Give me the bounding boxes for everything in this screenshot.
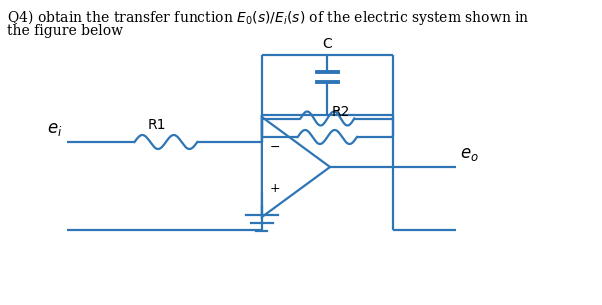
Text: the figure below: the figure below	[7, 24, 123, 38]
Text: $e_i$: $e_i$	[48, 121, 63, 138]
Text: $-$: $-$	[269, 139, 280, 152]
Text: R2: R2	[332, 105, 350, 119]
Text: $e_o$: $e_o$	[460, 146, 479, 163]
Text: Q4) obtain the transfer function $E_0(s)/E_i(s)$ of the electric system shown in: Q4) obtain the transfer function $E_0(s)…	[7, 8, 530, 27]
Text: R1: R1	[147, 118, 166, 132]
Text: $+$: $+$	[269, 181, 281, 195]
Text: C: C	[323, 37, 332, 51]
